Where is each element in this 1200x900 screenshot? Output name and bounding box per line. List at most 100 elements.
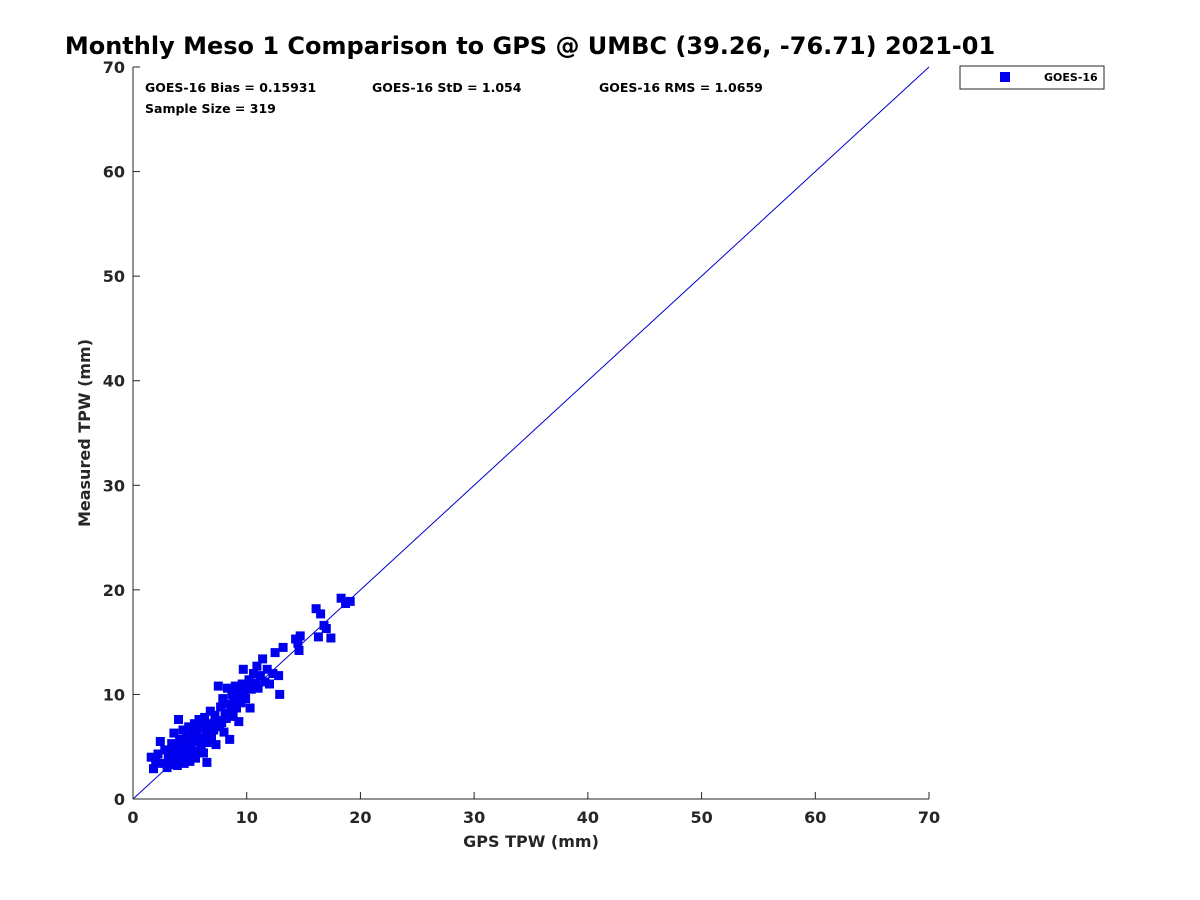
- y-axis-label: Measured TPW (mm): [75, 339, 94, 527]
- data-point: [175, 734, 185, 744]
- data-point: [265, 679, 274, 689]
- data-point: [199, 748, 208, 758]
- x-tick-label: 50: [690, 808, 712, 827]
- data-point: [316, 609, 326, 619]
- data-point: [220, 708, 230, 718]
- data-point: [260, 677, 270, 687]
- data-point: [191, 753, 200, 763]
- x-tick-labels: 0 10 20 30 40 50 60 70: [127, 808, 940, 827]
- y-tick-label: 60: [103, 163, 125, 182]
- data-point: [219, 727, 229, 737]
- data-point: [274, 671, 284, 681]
- data-point: [262, 664, 272, 674]
- x-tick-label: 60: [804, 808, 826, 827]
- bias-stat: GOES-16 Bias = 0.15931: [145, 80, 316, 95]
- legend-box: [959, 65, 1105, 90]
- data-point: [200, 712, 210, 722]
- data-point: [185, 756, 195, 766]
- data-point: [230, 681, 240, 691]
- data-point: [177, 741, 187, 751]
- x-tick-label: 10: [236, 808, 258, 827]
- data-point: [252, 661, 262, 671]
- data-points-group: [146, 593, 355, 774]
- axes-group: [132, 66, 930, 800]
- data-point: [270, 648, 280, 658]
- data-point: [194, 715, 204, 724]
- data-point: [209, 725, 219, 735]
- data-point: [251, 678, 261, 688]
- data-point: [196, 742, 206, 752]
- data-point: [181, 732, 191, 742]
- x-tick-label: 20: [349, 808, 371, 827]
- data-point: [213, 681, 223, 691]
- data-point: [153, 749, 163, 759]
- data-point: [216, 702, 226, 712]
- data-point: [197, 722, 207, 732]
- data-point: [239, 688, 249, 698]
- data-point: [205, 706, 215, 716]
- data-point: [258, 654, 268, 664]
- data-point: [336, 593, 346, 603]
- one-to-one-line: [132, 66, 930, 800]
- data-point: [245, 703, 255, 713]
- data-point: [293, 638, 303, 648]
- data-point: [174, 715, 183, 724]
- y-tick-label: 0: [114, 790, 125, 809]
- data-point: [241, 694, 251, 704]
- data-point: [191, 737, 200, 746]
- data-point: [238, 664, 248, 674]
- data-point: [187, 729, 197, 739]
- data-point: [178, 725, 188, 735]
- data-point: [249, 669, 258, 678]
- data-point: [171, 743, 181, 753]
- data-point: [255, 671, 265, 681]
- y-tick-label: 30: [103, 476, 125, 495]
- rms-stat: GOES-16 RMS = 1.0659: [599, 80, 763, 95]
- data-point: [232, 703, 241, 713]
- data-point: [195, 733, 205, 743]
- data-point: [211, 740, 221, 750]
- data-point: [227, 689, 237, 699]
- y-tick-label: 10: [103, 685, 125, 704]
- data-point: [229, 696, 239, 706]
- data-point: [221, 714, 231, 723]
- data-point: [228, 711, 238, 721]
- data-point: [242, 681, 252, 691]
- chart-title: Monthly Meso 1 Comparison to GPS @ UMBC …: [65, 32, 995, 60]
- data-point: [180, 746, 190, 756]
- data-point: [253, 683, 263, 693]
- data-point: [234, 717, 244, 727]
- x-tick-label: 0: [127, 808, 138, 827]
- data-point: [313, 632, 323, 642]
- x-tick-label: 70: [918, 808, 940, 827]
- data-point: [218, 694, 228, 704]
- data-point: [172, 761, 182, 770]
- data-point: [295, 631, 305, 641]
- x-tick-label: 40: [577, 808, 599, 827]
- data-point: [184, 722, 194, 732]
- data-point: [236, 698, 246, 708]
- y-tick-label: 50: [103, 267, 125, 286]
- data-point: [326, 633, 336, 643]
- legend: GOES-16: [959, 65, 1105, 90]
- legend-label-goes-16: GOES-16: [1044, 71, 1098, 84]
- y-tick-labels: 0 10 20 30 40 50 60 70: [103, 58, 125, 809]
- data-point: [275, 689, 285, 699]
- data-point: [202, 738, 212, 747]
- data-point: [186, 744, 196, 754]
- data-point: [345, 596, 355, 606]
- y-tick-label: 40: [103, 372, 125, 391]
- data-point: [160, 745, 170, 755]
- data-point: [179, 758, 189, 768]
- y-tick-label: 70: [103, 58, 125, 77]
- data-point: [222, 683, 232, 693]
- data-point: [149, 764, 158, 774]
- data-point: [268, 669, 278, 678]
- data-point: [321, 624, 331, 633]
- reference-line-group: [132, 66, 930, 800]
- sample-size-stat: Sample Size = 319: [145, 101, 276, 116]
- data-point: [192, 726, 202, 736]
- data-point: [189, 719, 199, 729]
- data-point: [174, 748, 183, 758]
